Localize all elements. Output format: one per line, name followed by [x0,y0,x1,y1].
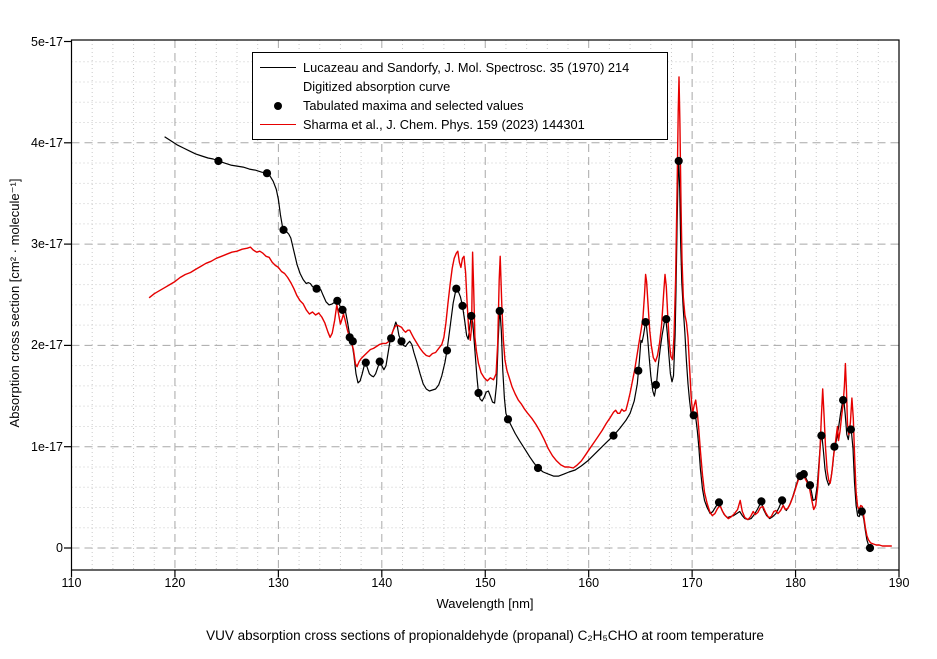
legend-label: Tabulated maxima and selected values [303,98,524,113]
series-lucazeau-digitized-curve [164,136,873,549]
tabulated-maximum-dot [503,415,513,424]
y-tick-label: 4e-17 [31,135,63,150]
x-tick-label: 150 [474,576,496,590]
x-tick-label: 140 [371,576,393,590]
x-tick-label: 170 [681,576,703,590]
x-tick-label: 160 [578,576,600,590]
tabulated-maximum-dot [857,507,866,516]
legend-entry-tabulated: Tabulated maxima and selected values [253,96,667,115]
tabulated-maximum-dot [279,225,288,234]
x-tick-label: 110 [61,576,82,590]
y-tick-label: 0 [56,541,63,555]
red-line-marker [253,124,303,125]
tabulated-maximum-dot [452,284,461,293]
tabulated-maximum-dot [442,346,452,355]
legend-label: Sharma et al., J. Chem. Phys. 159 (2023)… [303,117,585,132]
tabulated-maximum-dot [533,463,543,473]
tabulated-maximum-dot [634,366,643,375]
tabulated-maximum-dot [817,431,826,440]
tabulated-maximum-dot [846,425,856,434]
black-line-marker [253,67,303,68]
legend-box: Lucazeau and Sandorfy, J. Mol. Spectrosc… [252,52,668,140]
y-axis-label: Absorption cross section [cm² · molecule… [7,178,22,428]
tabulated-maximum-dot [865,543,875,553]
y-tick-label: 1e-17 [31,439,63,454]
tabulated-maximum-dot [714,498,724,507]
legend-entry-lucazeau: Lucazeau and Sandorfy, J. Mol. Spectrosc… [253,58,667,77]
tabulated-maximum-dot [214,156,223,166]
series-sharma-curve [148,76,892,547]
tabulated-maximum-dot [689,411,698,420]
x-tick-label: 180 [785,576,806,590]
legend-entry-sharma: Sharma et al., J. Chem. Phys. 159 (2023)… [253,115,667,134]
tabulated-maximum-dot [662,315,671,324]
tabulated-maximum-dot [757,497,766,506]
tabulated-maximum-dot [495,306,504,316]
tabulated-maximum-dot [609,431,618,440]
tabulated-maximum-dot [338,305,347,314]
tabulated-maximum-dot [348,337,357,346]
tabulated-maximum-dot [312,284,321,293]
tabulated-maximum-dot [333,296,342,305]
y-tick-label: 5e-17 [31,34,63,49]
tabulated-maximum-dot [397,337,406,346]
legend-label: Digitized absorption curve [303,79,451,94]
y-tick-label: 2e-17 [31,338,63,353]
tabulated-maximum-dot [805,481,815,490]
tabulated-maximum-dot [674,156,683,166]
legend-label: Lucazeau and Sandorfy, J. Mol. Spectrosc… [303,60,630,75]
tabulated-maximum-dot [262,169,272,178]
x-tick-label: 190 [888,576,910,590]
tabulated-maximum-dot [375,357,384,366]
x-tick-label: 130 [267,576,289,590]
tabulated-maximum-dot [467,311,476,321]
chart-title: VUV absorption cross sections of propion… [206,628,764,643]
tabulated-maximum-dot [839,396,848,405]
tabulated-maximum-dot [830,442,839,451]
x-axis-label: Wavelength [nm] [436,596,534,611]
tabulated-maximum-dot [651,380,661,389]
tabulated-maximum-dot [458,301,467,310]
tabulated-maximum-dot [778,496,787,505]
tabulated-maximum-dot [641,318,650,327]
y-tick-label: 3e-17 [31,237,63,252]
tabulated-maximum-dot [799,470,808,479]
tabulated-maximum-dot [387,334,396,343]
tabulated-maximum-dot [361,358,370,367]
dot-marker [253,101,303,110]
x-tick-label: 120 [164,576,186,590]
legend-entry-digitized: Digitized absorption curve [253,77,667,96]
tabulated-maximum-dot [474,388,483,398]
